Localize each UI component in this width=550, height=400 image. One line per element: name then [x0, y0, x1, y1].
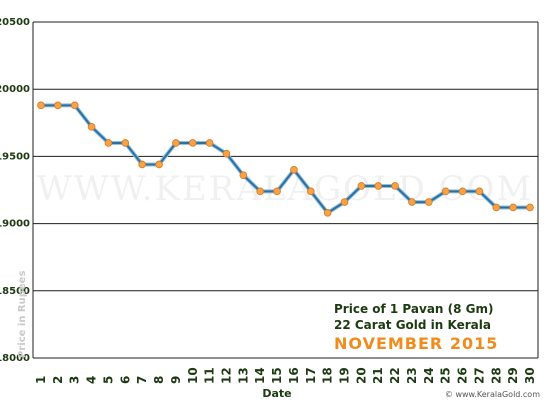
data-point [172, 139, 180, 147]
data-point [54, 101, 62, 110]
x-tick-label: 12 [219, 367, 233, 384]
source-credit: © www.KeralaGold.com [445, 390, 540, 399]
y-tick-labels: 18000 18500 19000 19500 20000 20500 [0, 17, 30, 364]
x-tick-label: 6 [118, 376, 132, 384]
x-tick-label: 28 [489, 367, 503, 384]
x-tick-label: 25 [439, 367, 453, 384]
data-point [492, 203, 501, 212]
data-point [374, 182, 383, 190]
y-tick-label: 19500 [0, 151, 30, 162]
data-point [87, 123, 96, 131]
plot-frame [32, 22, 539, 358]
x-tick-label: 29 [506, 367, 520, 384]
x-tick-label: 24 [422, 367, 436, 384]
data-point [155, 160, 163, 169]
x-tick-label: 17 [304, 367, 318, 384]
data-point [391, 182, 399, 190]
x-axis-label: Date [262, 387, 291, 400]
y-tick-label: 20500 [0, 17, 30, 28]
data-point [104, 139, 113, 147]
data-point [509, 203, 517, 212]
title-line-2: 22 Carat Gold in Kerala [334, 318, 491, 332]
data-point [138, 160, 146, 169]
x-tick-label: 30 [523, 367, 537, 384]
data-point [273, 187, 281, 196]
x-tick-label: 20 [354, 367, 368, 384]
title-line-3: NOVEMBER 2015 [334, 334, 498, 353]
x-tick-labels: 1 2 3 4 5 6 7 8 9 10 11 12 13 14 15 16 17 18 19 20 21 22 23 24 2… [34, 367, 537, 384]
x-tick-label: 5 [101, 376, 115, 384]
x-tick-label: 1 [34, 376, 48, 384]
series-points [37, 101, 534, 217]
data-point [239, 171, 248, 180]
grid-lines [33, 21, 538, 359]
data-point [70, 101, 79, 110]
data-point [222, 149, 231, 158]
x-tick-label: 10 [186, 367, 200, 384]
data-point [425, 198, 433, 206]
data-point [188, 139, 197, 147]
data-point [408, 198, 416, 206]
x-tick-label: 14 [253, 367, 267, 384]
data-point [526, 203, 534, 212]
x-tick-label: 19 [338, 367, 352, 384]
data-point [357, 182, 366, 190]
data-point [475, 187, 484, 196]
x-tick-label: 18 [321, 367, 335, 384]
x-tick-label: 2 [51, 376, 65, 384]
x-tick-label: 27 [472, 367, 486, 384]
x-tick-label: 8 [152, 376, 166, 384]
data-point [290, 166, 298, 174]
x-tick-label: 26 [456, 367, 470, 384]
x-tick-label: 22 [388, 367, 402, 384]
y-tick-label: 18500 [0, 286, 30, 297]
x-tick-label: 13 [236, 367, 250, 384]
data-point [323, 209, 332, 217]
x-tick-label: 21 [371, 367, 385, 384]
data-point [441, 187, 450, 196]
y-tick-label: 19000 [0, 219, 30, 230]
y-tick-label: 20000 [0, 84, 30, 95]
x-tick-label: 11 [203, 367, 217, 384]
y-axis-label: Price in Rupees [17, 271, 28, 358]
data-point [306, 187, 315, 196]
x-tick-label: 7 [135, 376, 149, 384]
y-tick-label: 18000 [0, 353, 30, 364]
x-tick-label: 9 [169, 376, 183, 384]
data-point [121, 139, 130, 147]
x-tick-label: 23 [405, 367, 419, 384]
data-point [340, 198, 349, 206]
data-point [205, 139, 214, 147]
x-tick-label: 4 [85, 376, 99, 384]
data-point [256, 187, 265, 196]
data-point [458, 187, 467, 196]
title-line-1: Price of 1 Pavan (8 Gm) [334, 302, 494, 316]
x-tick-label: 3 [68, 376, 82, 384]
data-point [37, 101, 45, 110]
x-tick-label: 15 [270, 367, 284, 384]
x-tick-label: 16 [287, 367, 301, 384]
watermark-text: WWW.KERALAGOLD.COM [37, 169, 533, 209]
